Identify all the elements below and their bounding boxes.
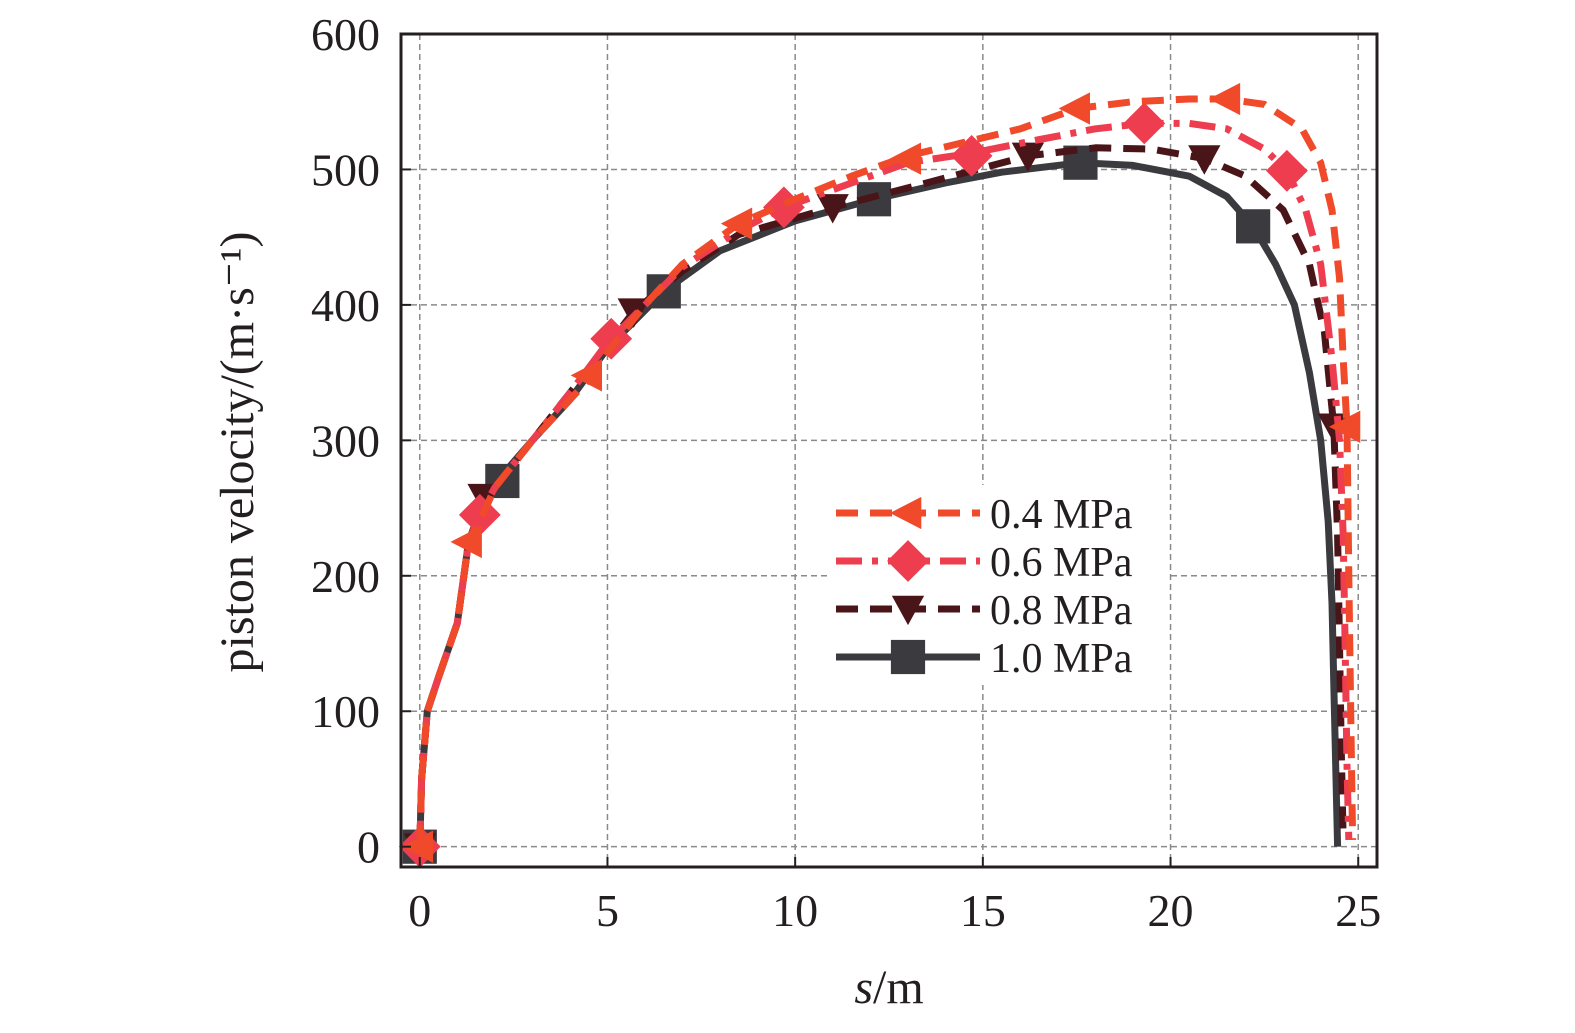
x-axis-title-symbol: s <box>854 961 873 1014</box>
data-point <box>1266 149 1308 192</box>
y-tick-label: 200 <box>311 551 380 602</box>
data-point <box>590 317 633 360</box>
legend-marker <box>891 595 925 626</box>
legend-item: 1.0 MPa <box>836 636 1133 682</box>
x-tick-label: 20 <box>1148 885 1194 936</box>
y-tick-label: 500 <box>311 144 380 195</box>
x-tick-label: 5 <box>596 885 619 936</box>
data-point <box>720 207 753 240</box>
x-tick-label: 15 <box>960 885 1006 936</box>
legend-label: 1.0 MPa <box>990 636 1133 682</box>
data-point <box>1208 82 1241 116</box>
y-tick-label: 100 <box>311 686 380 737</box>
legend-marker <box>887 540 929 582</box>
data-point <box>1058 92 1090 125</box>
legend-marker <box>890 639 926 675</box>
plot-frame <box>399 32 1379 869</box>
x-axis-title: s/m <box>854 961 923 1014</box>
legend-label: 0.4 MPa <box>990 492 1133 538</box>
tick-labels: 0 5 10 15 20 25 0 100 200 300 400 500 600 <box>311 9 1381 936</box>
legend-item: 0.4 MPa <box>836 492 1133 538</box>
y-axis-title: piston velocity/(m·s⁻¹) <box>211 232 264 673</box>
series-0-4-mpa <box>401 82 1361 863</box>
y-tick-label: 0 <box>357 822 380 873</box>
legend-marker <box>889 496 922 530</box>
data-point <box>1328 410 1361 443</box>
x-axis-title-unit: /m <box>873 961 924 1014</box>
data-point <box>570 359 602 392</box>
data-point <box>450 525 482 559</box>
y-tick-label: 400 <box>311 280 380 331</box>
grid <box>401 33 1377 867</box>
legend-label: 0.6 MPa <box>990 540 1133 586</box>
x-tick-label: 25 <box>1335 885 1381 936</box>
legend-box <box>828 485 1168 685</box>
data-point <box>889 142 922 175</box>
data-point <box>816 194 849 224</box>
data-point <box>1011 142 1045 173</box>
data-point <box>1123 102 1166 145</box>
x-tick-label: 0 <box>408 885 431 936</box>
data-point <box>401 830 434 863</box>
data-point <box>1188 145 1221 175</box>
series-layer <box>398 82 1361 868</box>
legend-label: 0.8 MPa <box>990 588 1133 634</box>
ticks <box>401 33 1360 867</box>
legend-item: 0.6 MPa <box>836 540 1133 586</box>
data-point <box>1236 209 1271 244</box>
y-tick-label: 300 <box>311 415 380 466</box>
x-tick-label: 10 <box>772 885 818 936</box>
legend-item: 0.8 MPa <box>836 588 1133 634</box>
y-tick-label: 600 <box>311 9 380 60</box>
